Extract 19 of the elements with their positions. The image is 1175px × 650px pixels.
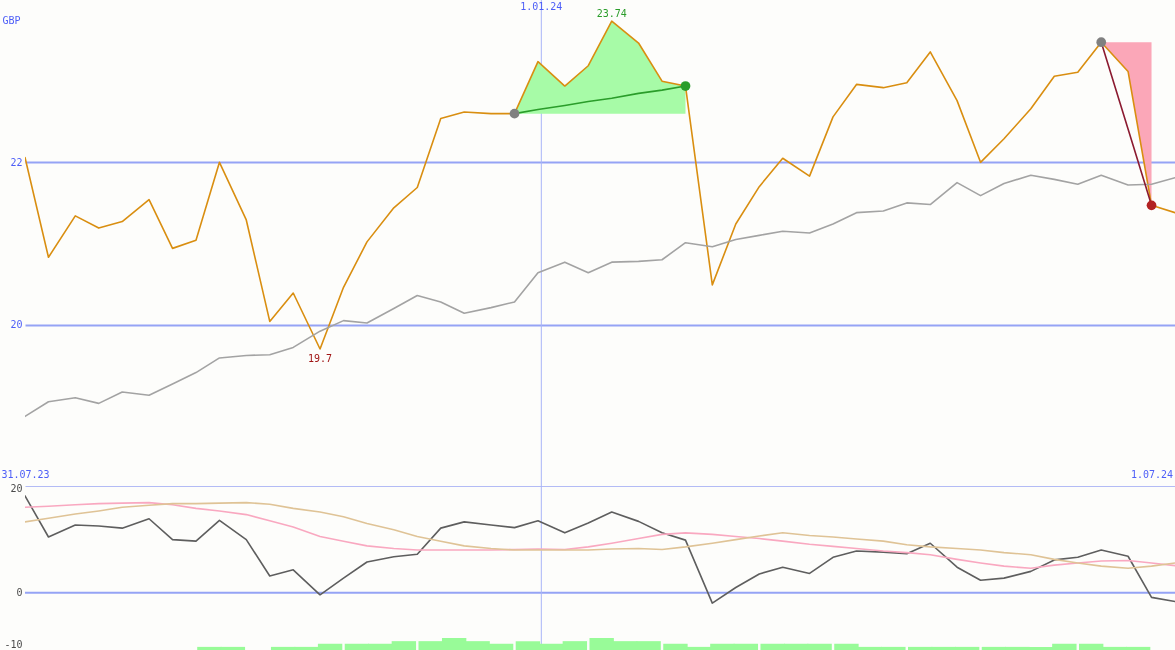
y-tick-label: 20 [10,483,23,495]
line-series [25,495,1175,604]
line-series [25,20,1175,350]
line-series [25,174,1175,418]
point [509,108,520,119]
y-tick-label: 0 [16,587,23,599]
point [680,81,691,91]
y-axis-title: GBP [2,14,21,26]
y-tick-label: 20 [10,319,23,331]
annotation: 23.74 [596,8,627,20]
x-tick-label: 1.07.24 [1130,468,1174,480]
y-tick-label: -10 [4,639,23,650]
point [1146,200,1157,211]
line-series [25,501,1175,570]
y-tick-label: 22 [10,156,23,168]
ref-line-label: 1.01.24 [520,1,563,12]
x-tick-label: 31.07.23 [1,468,50,480]
point [1096,37,1107,48]
annotation: 19.7 [308,353,333,365]
